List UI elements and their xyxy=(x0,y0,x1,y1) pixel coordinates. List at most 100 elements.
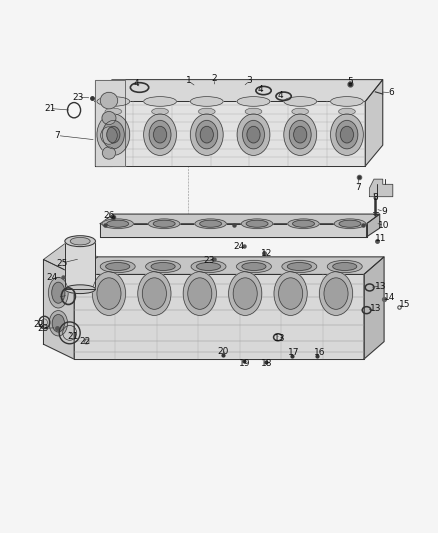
Ellipse shape xyxy=(284,114,317,156)
Ellipse shape xyxy=(245,108,262,115)
Text: 22: 22 xyxy=(79,337,90,346)
Polygon shape xyxy=(65,241,95,289)
Ellipse shape xyxy=(229,272,262,316)
Ellipse shape xyxy=(196,120,218,149)
Ellipse shape xyxy=(144,96,177,106)
Ellipse shape xyxy=(188,278,212,309)
Text: 3: 3 xyxy=(247,76,252,85)
Ellipse shape xyxy=(102,111,116,125)
Ellipse shape xyxy=(237,114,270,156)
Ellipse shape xyxy=(289,120,311,149)
Text: 7: 7 xyxy=(355,182,361,191)
Ellipse shape xyxy=(324,278,348,309)
Text: 24: 24 xyxy=(46,273,58,282)
Text: 7: 7 xyxy=(55,131,60,140)
Ellipse shape xyxy=(102,120,124,149)
Ellipse shape xyxy=(152,108,168,115)
Polygon shape xyxy=(74,274,364,359)
Text: 9: 9 xyxy=(381,207,387,216)
Text: 21: 21 xyxy=(67,332,78,341)
Ellipse shape xyxy=(237,96,270,106)
Ellipse shape xyxy=(292,108,308,115)
Text: 22: 22 xyxy=(33,320,45,329)
Polygon shape xyxy=(367,214,380,237)
Text: 4: 4 xyxy=(133,79,139,88)
Ellipse shape xyxy=(142,278,166,309)
Ellipse shape xyxy=(334,219,366,229)
Text: 2: 2 xyxy=(212,74,217,83)
Ellipse shape xyxy=(153,126,166,143)
Polygon shape xyxy=(95,101,112,166)
Text: 19: 19 xyxy=(239,359,250,368)
Text: 13: 13 xyxy=(274,334,286,343)
Polygon shape xyxy=(43,242,98,274)
Ellipse shape xyxy=(191,96,223,106)
Polygon shape xyxy=(74,257,384,274)
Ellipse shape xyxy=(195,219,226,229)
Ellipse shape xyxy=(333,263,357,270)
Ellipse shape xyxy=(49,277,68,308)
Text: 23: 23 xyxy=(204,256,215,265)
Polygon shape xyxy=(370,179,393,197)
Ellipse shape xyxy=(336,120,358,149)
Ellipse shape xyxy=(241,219,273,229)
Ellipse shape xyxy=(274,272,307,316)
Ellipse shape xyxy=(282,261,317,272)
Text: 18: 18 xyxy=(261,359,273,368)
Ellipse shape xyxy=(293,220,314,227)
Text: 26: 26 xyxy=(103,211,115,220)
Text: 21: 21 xyxy=(44,104,55,113)
Ellipse shape xyxy=(97,96,130,106)
Ellipse shape xyxy=(237,261,272,272)
Polygon shape xyxy=(100,214,380,224)
Text: 10: 10 xyxy=(378,221,390,230)
Ellipse shape xyxy=(191,261,226,272)
Ellipse shape xyxy=(52,282,65,303)
Ellipse shape xyxy=(191,114,223,156)
Ellipse shape xyxy=(65,236,95,247)
Ellipse shape xyxy=(148,219,180,229)
Ellipse shape xyxy=(100,261,135,272)
Ellipse shape xyxy=(151,263,175,270)
Ellipse shape xyxy=(288,219,319,229)
Ellipse shape xyxy=(331,96,363,106)
Text: 4: 4 xyxy=(277,91,283,100)
Ellipse shape xyxy=(284,96,317,106)
Ellipse shape xyxy=(242,263,266,270)
Ellipse shape xyxy=(70,238,90,245)
Ellipse shape xyxy=(97,278,121,309)
Ellipse shape xyxy=(101,127,117,144)
Ellipse shape xyxy=(200,126,213,143)
Ellipse shape xyxy=(340,126,353,143)
Ellipse shape xyxy=(331,114,363,156)
Text: 13: 13 xyxy=(370,304,381,313)
Ellipse shape xyxy=(138,272,171,316)
Polygon shape xyxy=(95,101,365,166)
Polygon shape xyxy=(364,257,384,359)
Text: 23: 23 xyxy=(38,324,49,333)
Ellipse shape xyxy=(146,261,180,272)
Polygon shape xyxy=(365,79,383,166)
Text: 24: 24 xyxy=(233,243,244,252)
Ellipse shape xyxy=(106,263,130,270)
Ellipse shape xyxy=(339,108,355,115)
Ellipse shape xyxy=(149,120,171,149)
Ellipse shape xyxy=(200,220,222,227)
Text: 15: 15 xyxy=(399,300,410,309)
Text: 20: 20 xyxy=(218,347,229,356)
Ellipse shape xyxy=(49,311,67,336)
Text: 1: 1 xyxy=(186,76,191,85)
Ellipse shape xyxy=(339,220,361,227)
Text: 25: 25 xyxy=(56,259,67,268)
Ellipse shape xyxy=(97,114,130,156)
Text: 6: 6 xyxy=(389,88,394,97)
Ellipse shape xyxy=(153,220,175,227)
Polygon shape xyxy=(95,79,125,166)
Text: 8: 8 xyxy=(372,193,378,203)
Text: 23: 23 xyxy=(73,93,84,102)
Text: 11: 11 xyxy=(375,233,386,243)
Text: 5: 5 xyxy=(347,77,353,86)
Text: 16: 16 xyxy=(314,349,325,358)
Ellipse shape xyxy=(100,92,118,109)
Ellipse shape xyxy=(243,120,265,149)
